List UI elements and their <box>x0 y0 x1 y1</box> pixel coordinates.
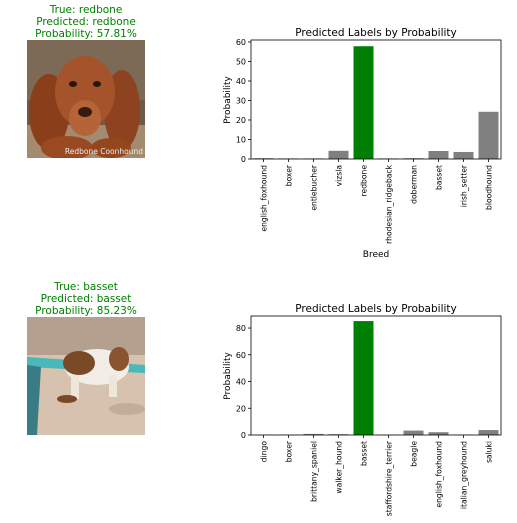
chart2-xtick-label-basset: basset <box>360 441 369 466</box>
chart2-title: Predicted Labels by Probability <box>295 303 456 315</box>
chart2-ytick-label: 40 <box>236 378 246 387</box>
chart2-ytick-label: 0 <box>241 431 246 440</box>
chart2-xtick-label-italian_greyhound: italian_greyhound <box>460 441 469 509</box>
chart2-bar-english_foxhound <box>429 432 449 435</box>
chart2-xtick-label-beagle: beagle <box>410 441 419 467</box>
chart2-ylabel: Probability <box>223 352 233 400</box>
chart2-bar-beagle <box>404 431 424 435</box>
chart2-xtick-label-staffordshire_terrier: staffordshire_terrier <box>385 440 394 516</box>
chart2-xtick-label-saluki: saluki <box>485 441 494 463</box>
chart2-bar-basset <box>354 321 374 435</box>
chart2-ytick-label: 80 <box>236 324 246 333</box>
chart2-ytick-label: 60 <box>236 351 246 360</box>
chart2-ytick-label: 20 <box>236 404 246 413</box>
chart2-plot-frame <box>251 316 501 435</box>
chart2-xtick-label-english_foxhound: english_foxhound <box>435 441 444 508</box>
chart2-bar-saluki <box>479 430 499 435</box>
chart2-xtick-label-dingo: dingo <box>260 441 269 463</box>
chart2-xtick-label-brittany_spaniel: brittany_spaniel <box>310 441 319 502</box>
chart2-xtick-label-walker_hound: walker_hound <box>335 441 344 494</box>
chart2-xtick-label-boxer: boxer <box>285 440 294 462</box>
